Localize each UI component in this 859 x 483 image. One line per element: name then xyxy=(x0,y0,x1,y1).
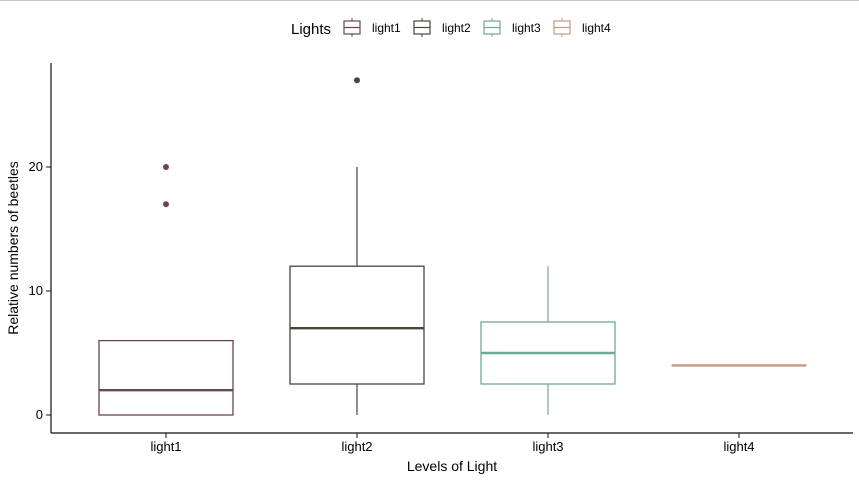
box-light1 xyxy=(98,339,234,416)
box-light2 xyxy=(289,265,425,385)
legend-label-light2: light2 xyxy=(442,21,471,35)
outlier-light1-1 xyxy=(163,201,169,208)
legend-item-light3: light3 xyxy=(483,18,541,37)
top-divider xyxy=(0,0,859,1)
legend-title: Lights xyxy=(291,21,331,38)
x-axis-title: Levels of Light xyxy=(407,458,497,474)
y-tick-label: 20 xyxy=(29,159,43,174)
legend-item-light2: light2 xyxy=(413,18,471,37)
boxplot-light2 xyxy=(289,77,425,415)
boxplot-light3 xyxy=(480,266,616,415)
x-tick-label: light1 xyxy=(150,439,181,454)
legend: Lights light1 light2 light3 light4 xyxy=(291,18,611,38)
outlier-light1-2 xyxy=(163,164,169,170)
y-tick-label: 10 xyxy=(29,283,43,298)
y-tick-label: 0 xyxy=(36,407,43,422)
plot-area: 0 10 20 light1 light2 light3 light4 xyxy=(29,63,853,454)
legend-label-light1: light1 xyxy=(372,21,401,35)
x-tick-label: light4 xyxy=(723,439,754,454)
x-tick-label: light2 xyxy=(341,439,372,454)
legend-item-light4: light4 xyxy=(553,18,611,37)
legend-label-light3: light3 xyxy=(512,21,541,35)
outlier-light2-1 xyxy=(354,77,360,84)
boxplot-light1 xyxy=(98,164,234,416)
legend-label-light4: light4 xyxy=(582,21,611,35)
x-tick-label: light3 xyxy=(532,439,563,454)
legend-item-light1: light1 xyxy=(343,18,401,37)
y-axis-title: Relative numbers of beetles xyxy=(5,161,21,335)
